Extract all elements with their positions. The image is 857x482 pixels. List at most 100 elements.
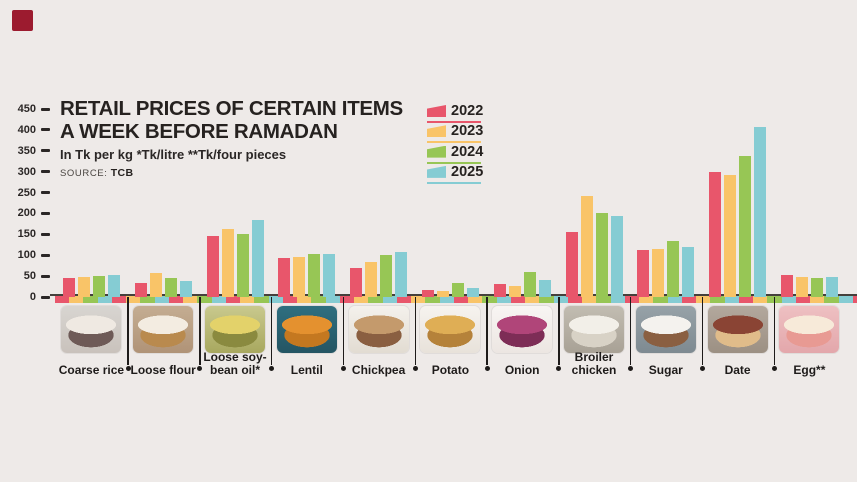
y-tick-label: 400 <box>17 123 36 136</box>
y-tick: 450 <box>8 103 50 115</box>
y-tick-label: 50 <box>23 270 36 283</box>
y-tick: 150 <box>8 228 50 240</box>
bar-2024-loose-soybean-oil <box>236 234 249 297</box>
y-tick: 350 <box>8 145 50 157</box>
bar-2024-chickpea <box>380 255 393 297</box>
bar-2025-loose-flour <box>179 280 192 297</box>
divider-dot <box>197 366 203 371</box>
bar-2023-potato <box>436 290 449 297</box>
bar-2023-date <box>724 174 737 297</box>
divider-dot <box>699 366 705 371</box>
bar-2025-lentil <box>323 253 336 297</box>
bar-2025-sugar <box>682 246 695 297</box>
category-label-line: Egg** <box>793 363 826 377</box>
y-tick-dash <box>41 170 50 174</box>
category-divider <box>486 297 488 365</box>
y-tick: 250 <box>8 187 50 199</box>
category-label-loose-flour: Loose flour <box>127 347 199 377</box>
bar-2023-egg <box>795 277 808 297</box>
bar-2025-potato <box>466 287 479 297</box>
legend-swatch-2025 <box>427 165 446 178</box>
item-photo-coarse-rice <box>61 306 122 353</box>
y-tick: 50 <box>8 270 50 282</box>
legend-swatch-2022 <box>427 105 446 117</box>
y-tick: 300 <box>8 166 50 178</box>
legend-item-2025: 2025 <box>427 163 484 184</box>
bar-2022-chickpea <box>350 267 363 297</box>
bar-2024-potato <box>451 283 464 297</box>
item-photo-date <box>707 306 768 353</box>
legend-label: 2023 <box>451 123 484 140</box>
bar-2025-chickpea <box>395 251 408 297</box>
category-label-coarse-rice: Coarse rice <box>55 347 127 377</box>
y-tick-dash <box>41 232 50 236</box>
y-tick: 400 <box>8 124 50 136</box>
bar-2024-sugar <box>667 240 680 297</box>
category-divider <box>773 297 775 365</box>
chart-title-line1: RETAIL PRICES OF CERTAIN ITEMS <box>60 97 403 120</box>
item-photo-chickpea <box>348 306 409 353</box>
legend-item-2024: 2024 <box>427 144 483 164</box>
item-photo-broiler-chicken <box>564 306 624 353</box>
y-tick-dash <box>41 295 50 299</box>
category-label-date: Date <box>702 347 774 377</box>
category-label-onion: Onion <box>486 347 558 377</box>
bar-2022-loose-soybean-oil <box>206 236 219 297</box>
divider-dot <box>125 366 131 371</box>
category-divider <box>199 297 201 365</box>
category-label-chickpea: Chickpea <box>343 347 415 377</box>
category-divider <box>414 297 416 365</box>
divider-dot <box>340 366 346 371</box>
item-photo-soybean-oil <box>205 306 265 353</box>
daily-star-logo <box>12 10 33 31</box>
legend-underline <box>427 141 481 144</box>
category-divider <box>558 297 560 365</box>
chart-title-line2: A WEEK BEFORE RAMADAN <box>60 120 338 143</box>
category-divider <box>127 297 129 365</box>
bar-2024-egg <box>810 278 823 297</box>
y-tick: 0 <box>8 291 50 303</box>
bar-2025-broiler-chicken <box>610 215 623 297</box>
category-label-line: Date <box>724 363 751 377</box>
y-tick-label: 350 <box>17 144 36 157</box>
chart-unit-note: In Tk per kg *Tk/litre **Tk/four pieces <box>60 147 287 162</box>
bar-2025-loose-soybean-oil <box>251 220 264 297</box>
bar-2024-lentil <box>308 253 321 297</box>
category-label-line: Potato <box>431 363 470 377</box>
item-photo-egg <box>779 306 840 353</box>
bar-2023-sugar <box>652 248 665 297</box>
bar-2022-date <box>709 171 722 297</box>
legend-label: 2025 <box>451 163 484 180</box>
bar-2023-loose-soybean-oil <box>221 228 234 297</box>
y-tick-dash <box>41 253 50 257</box>
bar-2024-onion <box>523 271 536 297</box>
item-photo-onion <box>492 306 553 353</box>
bar-2024-date <box>739 156 752 297</box>
item-photo-lentil <box>276 306 337 353</box>
legend-swatch-2024 <box>427 145 446 158</box>
bar-2022-egg <box>780 275 793 297</box>
bar-2022-lentil <box>278 257 291 297</box>
y-tick-label: 100 <box>17 249 36 262</box>
bar-2023-broiler-chicken <box>580 195 593 297</box>
category-label-line: Loose flour <box>130 363 196 377</box>
category-label-line: chicken <box>571 363 617 377</box>
y-tick-label: 200 <box>17 207 36 220</box>
bar-2025-onion <box>538 279 551 297</box>
chart-header: RETAIL PRICES OF CERTAIN ITEMS A WEEK BE… <box>60 97 430 179</box>
y-tick-dash <box>41 191 50 195</box>
divider-dot <box>412 366 418 371</box>
divider-dot <box>269 366 275 371</box>
category-label-egg: Egg** <box>773 347 845 377</box>
y-tick-label: 300 <box>17 165 36 178</box>
legend-label: 2022 <box>451 103 484 119</box>
bar-2025-coarse-rice <box>107 274 120 297</box>
category-label-potato: Potato <box>414 347 486 377</box>
bar-2024-loose-flour <box>164 278 177 297</box>
divider-dot <box>771 366 777 371</box>
legend-underline <box>427 121 481 123</box>
category-label-line: Chickpea <box>351 363 406 377</box>
category-label-lentil: Lentil <box>271 347 343 377</box>
bar-2023-chickpea <box>365 261 378 297</box>
bar-2023-coarse-rice <box>77 276 90 297</box>
